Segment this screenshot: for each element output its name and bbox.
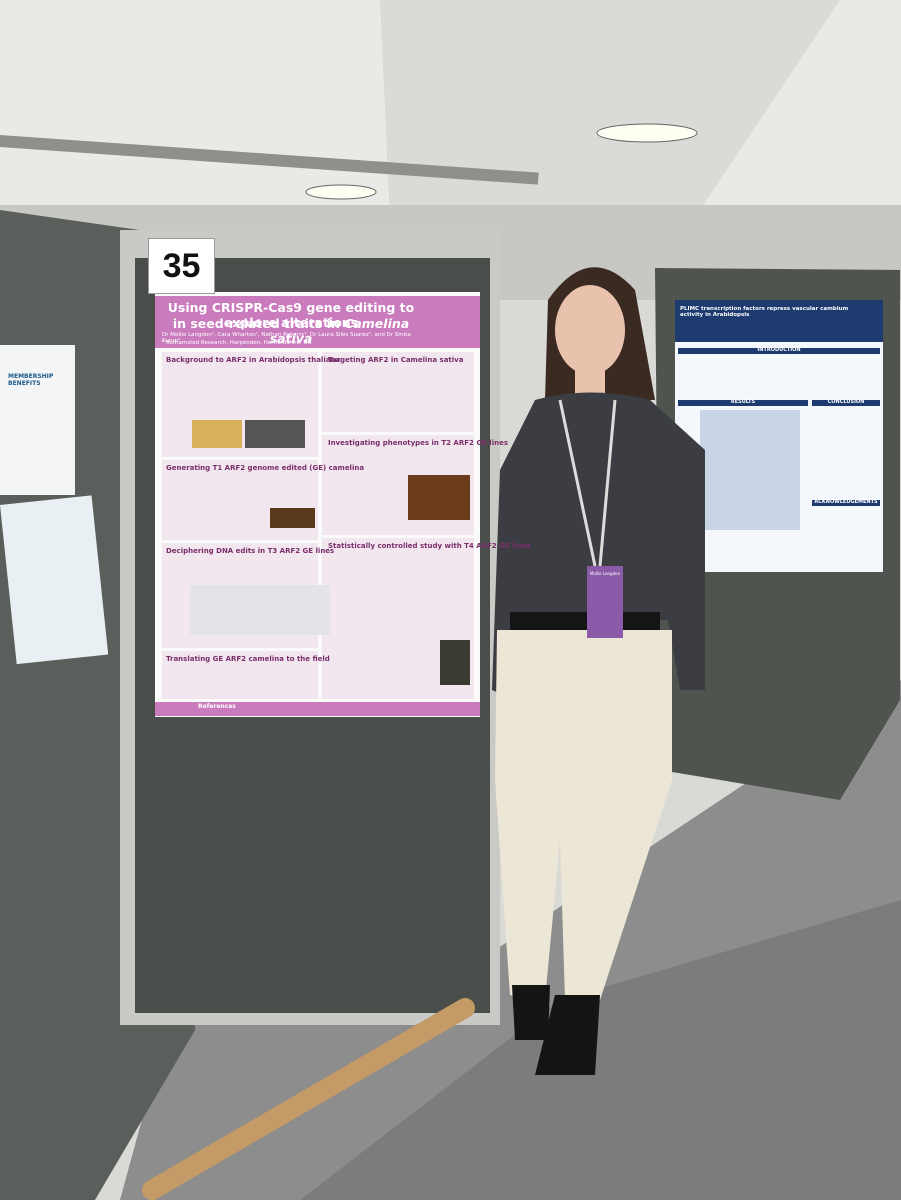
seed-image (270, 508, 315, 528)
right-heading: RESULTS (730, 399, 756, 405)
poster-title-part: in seed-related traits in (172, 316, 340, 331)
poster-footer: References (198, 703, 236, 710)
right-heading: INTRODUCTION (757, 347, 801, 353)
section-heading: Investigating phenotypes in T2 ARF2 GE l… (328, 439, 508, 447)
right-poster-header (675, 300, 883, 342)
right-heading: ACKNOWLEDGEMENTS (814, 499, 878, 505)
left-poster (0, 345, 75, 495)
face (555, 285, 625, 375)
cardboard-tube (142, 998, 475, 1200)
lamp (305, 184, 377, 200)
poster-title: in seed-related traits in Camelina sativ… (160, 316, 422, 346)
lamp (596, 123, 698, 143)
section-heading: Translating GE ARF2 camelina to the fiel… (166, 655, 330, 663)
boot (512, 985, 550, 1040)
microscopy-image (245, 420, 305, 448)
plant-image (440, 640, 470, 685)
section-heading: Targeting ARF2 in Camelina sativa (328, 356, 464, 364)
right-poster-title: PLIMC transcription factors repress vasc… (680, 306, 849, 319)
right-poster-bar (678, 348, 880, 354)
trousers (495, 630, 672, 1000)
section-heading: Deciphering DNA edits in T3 ARF2 GE line… (166, 547, 335, 555)
boot (535, 995, 600, 1075)
ceiling-beam (0, 134, 539, 185)
right-heading: CONCLUSION (827, 399, 865, 405)
seed-image (408, 475, 470, 520)
badge-name: Mollie Langdon (589, 571, 621, 576)
section-heading: Statistically controlled study with T4 A… (328, 542, 531, 550)
ceiling-panel (380, 0, 840, 220)
right-poster-bar (678, 400, 808, 406)
name-badge (587, 566, 623, 638)
poster-title-italic: Camelina sativa (269, 316, 410, 346)
board-number: 35 (148, 238, 215, 294)
section-heading: Background to ARF2 in Arabidopsis thalia… (166, 356, 341, 364)
right-poster-bar (812, 400, 880, 406)
belt (510, 612, 660, 630)
seed-image (192, 420, 242, 448)
carpet-shade (300, 900, 901, 1200)
poster-panel (322, 352, 474, 432)
lanyard (598, 399, 617, 567)
section-heading: Generating T1 ARF2 genome edited (GE) ca… (166, 464, 365, 472)
poster-panel (162, 651, 318, 699)
lanyard (558, 399, 597, 567)
main-poster-header (155, 296, 480, 348)
right-poster-bar (812, 500, 880, 506)
poster-affiliation: ¹ Rothamsted Research, Harpenden, Hertfo… (162, 340, 313, 346)
right-poster-figure (700, 410, 800, 530)
left-poster (0, 495, 109, 665)
poster-authors: Dr Mollie Langdon¹, Cara Wharton¹, Natha… (162, 332, 411, 345)
main-poster-footer (155, 702, 480, 716)
sequence-table (190, 585, 330, 635)
left-poster-heading: MEMBERSHIP BENEFITS (8, 373, 54, 387)
poster-title: Using CRISPR-Cas9 gene editing to explor… (167, 300, 415, 330)
